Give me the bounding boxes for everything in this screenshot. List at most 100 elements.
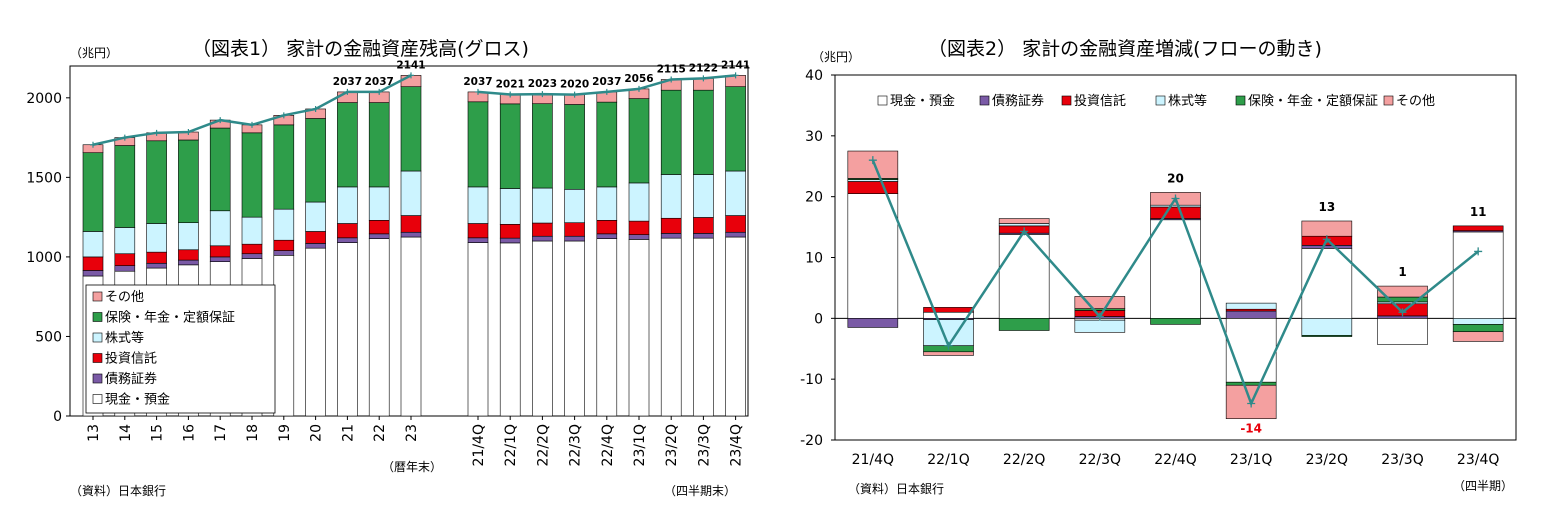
chart-2-total-label: 13	[1318, 200, 1335, 214]
chart-1-bar-segment	[660, 89, 682, 175]
chart-1-legend-box	[85, 284, 276, 414]
chart-1-total-marker	[636, 85, 642, 92]
chart-1-legend-label: 株式等	[105, 330, 144, 346]
chart-2-bar-segment	[1150, 219, 1201, 319]
chart-1-bar-segment	[114, 145, 136, 228]
chart-2-bar-segment	[1225, 381, 1277, 386]
chart-1-legend-swatch	[92, 291, 103, 302]
chart-2-x-tick-label: 22/1Q	[927, 452, 969, 468]
chart-2-legend-label: その他	[1396, 94, 1435, 109]
chart-1-total-marker	[700, 75, 707, 82]
chart-1-total-marker	[312, 105, 319, 112]
chart-1-bar-segment	[628, 182, 650, 222]
chart-1-total-marker	[732, 72, 739, 79]
chart-1-bar-segment	[499, 223, 521, 239]
chart-1-bar-segment	[82, 231, 104, 258]
chart-1-total-label: 2020	[560, 79, 589, 91]
chart-1-total-label: 2141	[396, 59, 425, 71]
chart-1-x-tick-label: 18	[245, 424, 261, 442]
chart-1-bar-segment	[725, 170, 746, 216]
chart-1-bar-segment	[241, 253, 263, 259]
chart-2-bar-segment	[847, 193, 899, 319]
chart-1-total-marker	[217, 117, 224, 124]
chart-2-group-label-quarterly: （四半期）	[1453, 479, 1514, 493]
chart-1-bar-segment	[400, 231, 422, 238]
chart-2-total-label: 11	[1470, 205, 1487, 219]
chart-1-legend-label: その他	[105, 290, 144, 305]
chart-1-bar-segment	[725, 236, 746, 417]
chart-1-total-label: 2037	[463, 76, 492, 88]
chart-1-x-tick-label: 14	[118, 424, 134, 442]
chart-1-x-tick-label: 23/1Q	[632, 424, 648, 466]
chart-2-bar-segment	[1225, 310, 1277, 319]
chart-1-bar-segment	[693, 89, 714, 175]
chart-1-bar-segment	[499, 237, 521, 244]
chart-1-legend-label: 債務証券	[105, 371, 157, 387]
chart-2-legend-swatch	[1235, 95, 1246, 106]
chart-1-total-marker	[603, 88, 610, 95]
chart-2-bar-segment	[1452, 231, 1504, 319]
chart-1-title: （図表1） 家計の金融資産残高(グロス)	[192, 38, 529, 60]
chart-1-total-marker	[408, 72, 414, 79]
chart-2-total-marker	[1474, 247, 1483, 256]
chart-1-bar-segment	[146, 140, 167, 224]
chart-1-y-tick-label: 1500	[26, 170, 62, 186]
chart-2-y-tick-label: 10	[805, 251, 823, 267]
chart-2-unit-label: （兆円）	[812, 50, 861, 64]
chart-1-bar-segment	[146, 262, 167, 269]
chart-1-total-marker	[539, 91, 546, 98]
chart-1-bar-segment	[628, 239, 650, 417]
chart-1-source: （資料）日本銀行	[70, 484, 167, 498]
chart-1-total-marker	[376, 88, 383, 95]
chart-1-bar-segment	[305, 247, 326, 417]
chart-1-bar-segment	[114, 265, 136, 272]
chart-1-bar-segment	[82, 256, 104, 271]
chart-1-bar-segment	[209, 210, 231, 247]
chart-2-bar-segment	[998, 218, 1050, 224]
chart-1-total-label: 2115	[657, 64, 686, 76]
chart-1-bar-segment	[725, 86, 746, 172]
chart-2-bar-segment	[1377, 315, 1428, 319]
chart-2-total-label: -14	[1240, 422, 1262, 436]
chart-2-total-marker	[1020, 227, 1029, 236]
chart-1-total-label: 2056	[624, 73, 653, 85]
chart-1-bar-segment	[596, 186, 618, 221]
chart-1-legend-swatch	[92, 394, 103, 404]
chart-2-total-marker	[1247, 399, 1256, 408]
chart-2-y-tick-label: 20	[805, 190, 823, 206]
chart-1-bar-segment	[596, 238, 618, 417]
chart-1-bar-segment	[628, 220, 650, 235]
chart-1-bar-segment	[564, 188, 585, 224]
chart-2-y-tick-label: 30	[805, 129, 823, 145]
chart-1-bar-segment	[660, 237, 682, 417]
chart-1-bar-segment	[499, 188, 521, 225]
chart-1-bar-segment	[400, 170, 422, 216]
chart-2-total-label: 20	[1167, 171, 1184, 185]
chart-1-bar-segment	[564, 222, 585, 237]
chart-2-bar-segment	[1301, 318, 1353, 336]
chart-1-bar-segment	[467, 237, 489, 243]
chart-1-total-marker	[280, 112, 287, 119]
chart-1-legend-swatch	[92, 353, 103, 363]
chart-2-bar-segment	[1301, 220, 1353, 237]
chart-1-bar-segment	[368, 233, 390, 239]
chart-2-x-tick-label: 23/2Q	[1306, 452, 1348, 468]
chart-2-title: （図表2） 家計の金融資産増減(フローの動き)	[928, 38, 1322, 60]
chart-1-x-tick-label: 21/4Q	[471, 424, 487, 466]
chart-1-total-label: 2037	[592, 76, 621, 88]
chart-2-legend-label: 現金・預金	[890, 93, 955, 109]
chart-2-x-tick-label: 22/2Q	[1003, 452, 1045, 468]
chart-2-legend-swatch	[979, 95, 990, 106]
chart-1-bar-segment	[499, 103, 521, 189]
chart-1-x-tick-label: 22/4Q	[600, 424, 616, 466]
chart-1-bar-segment	[368, 220, 390, 235]
chart-1-total-marker	[475, 88, 481, 95]
chart-1-bar-segment	[209, 245, 231, 258]
chart-1-bar-segment	[693, 233, 714, 239]
chart-1-bar-segment	[209, 256, 231, 262]
chart-1-bar-segment	[660, 233, 682, 239]
chart-1-unit-label: （兆円）	[70, 46, 119, 60]
chart-1-group-label-quarterly: （四半期末）	[664, 484, 737, 498]
chart-2-bar-segment	[1377, 318, 1428, 345]
chart-1-bar-segment	[596, 233, 618, 239]
